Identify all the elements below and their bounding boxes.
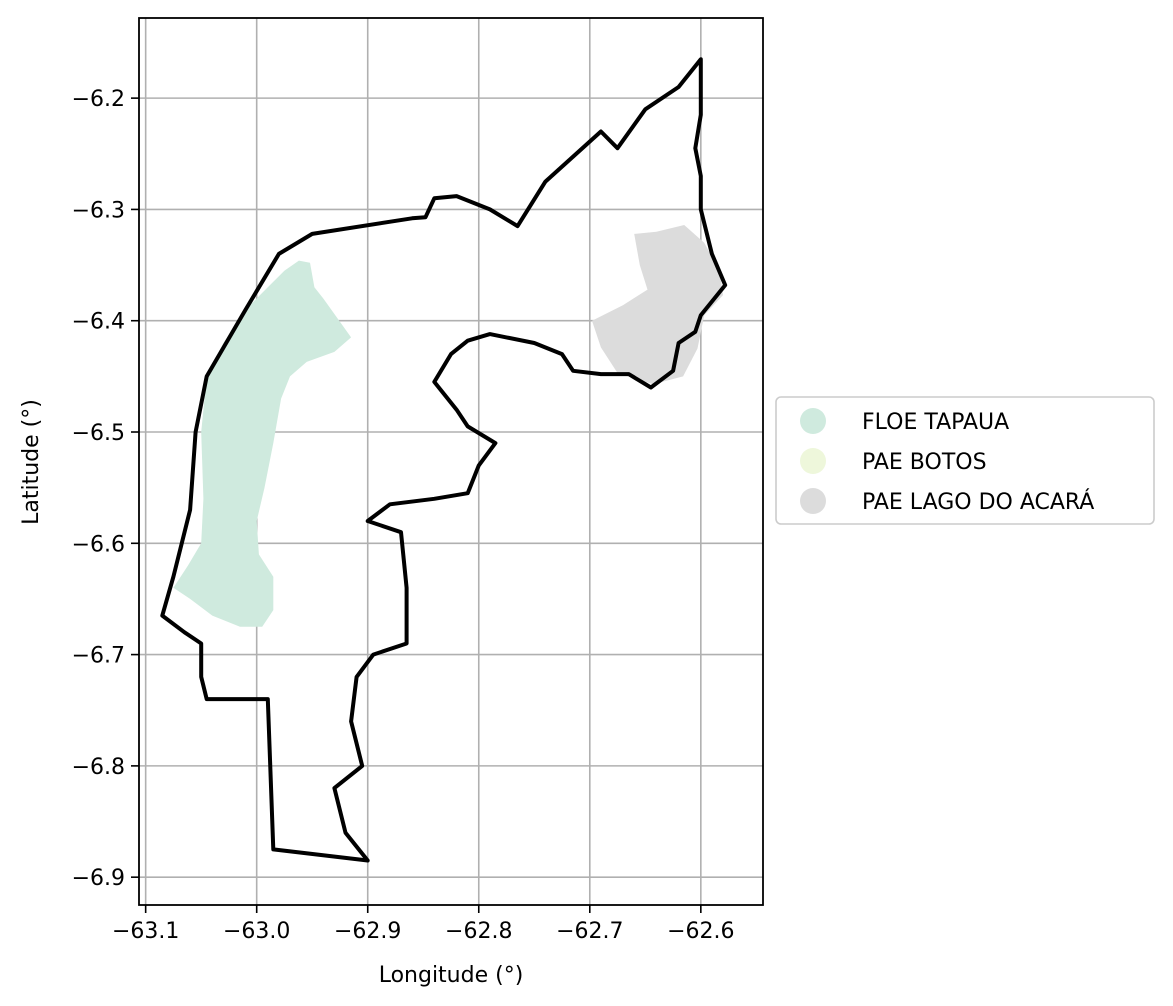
x-axis-label: Longitude (°) bbox=[379, 963, 524, 988]
y-tick-label: −6.2 bbox=[72, 87, 125, 112]
x-tick-label: −62.7 bbox=[556, 919, 623, 944]
x-ticks: −63.1 −63.0 −62.9 −62.8 −62.7 −62.6 bbox=[112, 905, 735, 944]
regions-layer bbox=[173, 225, 723, 627]
legend-marker-pae-botos bbox=[800, 448, 826, 474]
y-tick-label: −6.9 bbox=[72, 866, 125, 891]
legend-label-floe-tapaua: FLOE TAPAUA bbox=[862, 410, 1009, 435]
legend-marker-pae-lago-do-acara bbox=[800, 488, 826, 514]
boundary-layer bbox=[160, 57, 728, 863]
legend-marker-floe-tapaua bbox=[800, 408, 826, 434]
legend-label-pae-lago-do-acara: PAE LAGO DO ACARÁ bbox=[862, 489, 1094, 515]
y-tick-label: −6.4 bbox=[72, 310, 125, 335]
region-pae-lago-do-acar bbox=[592, 225, 723, 385]
y-tick-label: −6.7 bbox=[72, 644, 125, 669]
y-tick-label: −6.6 bbox=[72, 532, 125, 557]
x-tick-label: −62.8 bbox=[445, 919, 512, 944]
y-axis-label: Latitude (°) bbox=[19, 399, 44, 525]
x-tick-label: −63.1 bbox=[112, 919, 179, 944]
legend-label-pae-botos: PAE BOTOS bbox=[862, 450, 987, 475]
y-tick-label: −6.3 bbox=[72, 198, 125, 223]
x-tick-label: −62.9 bbox=[334, 919, 401, 944]
legend: FLOE TAPAUA PAE BOTOS PAE LAGO DO ACARÁ bbox=[775, 396, 1155, 525]
municipal-boundary bbox=[160, 57, 728, 863]
y-ticks: −6.2 −6.3 −6.4 −6.5 −6.6 −6.7 −6.8 −6.9 bbox=[72, 87, 139, 891]
region-floe-tapaua bbox=[173, 260, 352, 627]
legend-frame bbox=[775, 396, 1155, 525]
y-tick-label: −6.8 bbox=[72, 755, 125, 780]
y-tick-label: −6.5 bbox=[72, 421, 125, 446]
plot-frame bbox=[138, 17, 764, 906]
x-tick-label: −62.6 bbox=[667, 919, 734, 944]
x-tick-label: −63.0 bbox=[223, 919, 290, 944]
